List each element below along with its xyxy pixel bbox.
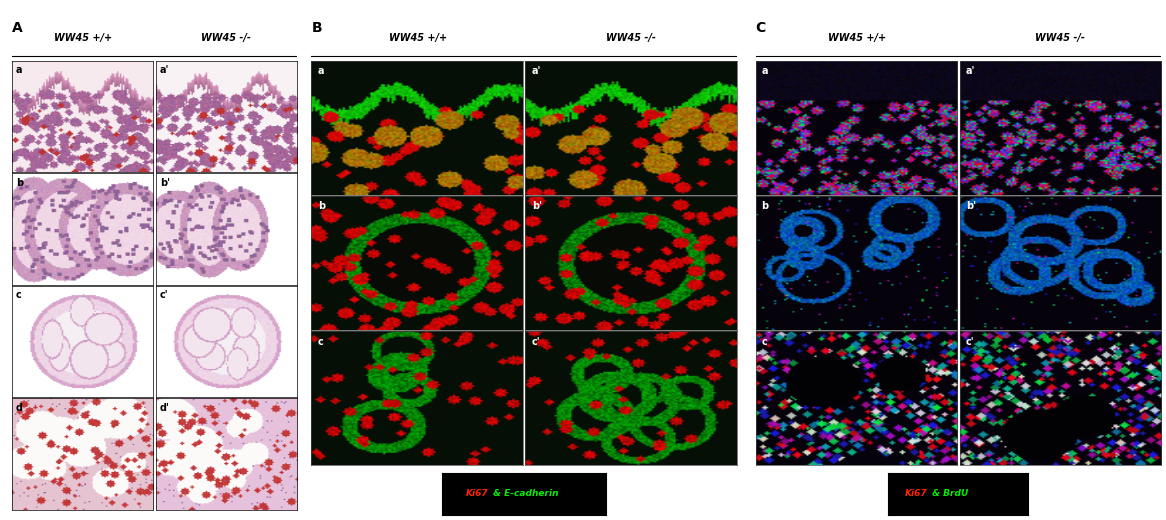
Text: A: A xyxy=(12,21,22,35)
Text: b': b' xyxy=(532,201,542,212)
Text: a: a xyxy=(16,66,22,75)
Text: Ki67: Ki67 xyxy=(465,489,489,499)
Text: c': c' xyxy=(965,336,975,347)
Text: b': b' xyxy=(160,178,170,188)
Text: a': a' xyxy=(532,66,541,76)
Text: WW45 -/-: WW45 -/- xyxy=(201,33,251,43)
Text: b': b' xyxy=(965,201,976,212)
Text: d': d' xyxy=(160,402,170,413)
Text: WW45 +/+: WW45 +/+ xyxy=(54,33,112,43)
Text: WW45 -/-: WW45 -/- xyxy=(1035,33,1084,43)
Text: & E-cadherin: & E-cadherin xyxy=(490,489,559,499)
Text: c': c' xyxy=(160,290,169,300)
Text: C: C xyxy=(756,21,766,35)
Text: b: b xyxy=(16,178,23,188)
Text: b: b xyxy=(317,201,325,212)
Text: c': c' xyxy=(532,336,540,347)
Text: c: c xyxy=(761,336,767,347)
Text: a: a xyxy=(317,66,324,76)
Text: d: d xyxy=(16,402,23,413)
Text: b: b xyxy=(761,201,768,212)
Text: & BrdU: & BrdU xyxy=(929,489,968,499)
Text: c: c xyxy=(16,290,22,300)
Text: Ki67: Ki67 xyxy=(905,489,928,499)
Text: a': a' xyxy=(160,66,169,75)
Text: c: c xyxy=(317,336,323,347)
Text: WW45 -/-: WW45 -/- xyxy=(605,33,655,43)
Text: a: a xyxy=(761,66,768,76)
Text: WW45 +/+: WW45 +/+ xyxy=(828,33,886,43)
Text: a': a' xyxy=(965,66,975,76)
Text: WW45 +/+: WW45 +/+ xyxy=(388,33,447,43)
Text: B: B xyxy=(311,21,322,35)
